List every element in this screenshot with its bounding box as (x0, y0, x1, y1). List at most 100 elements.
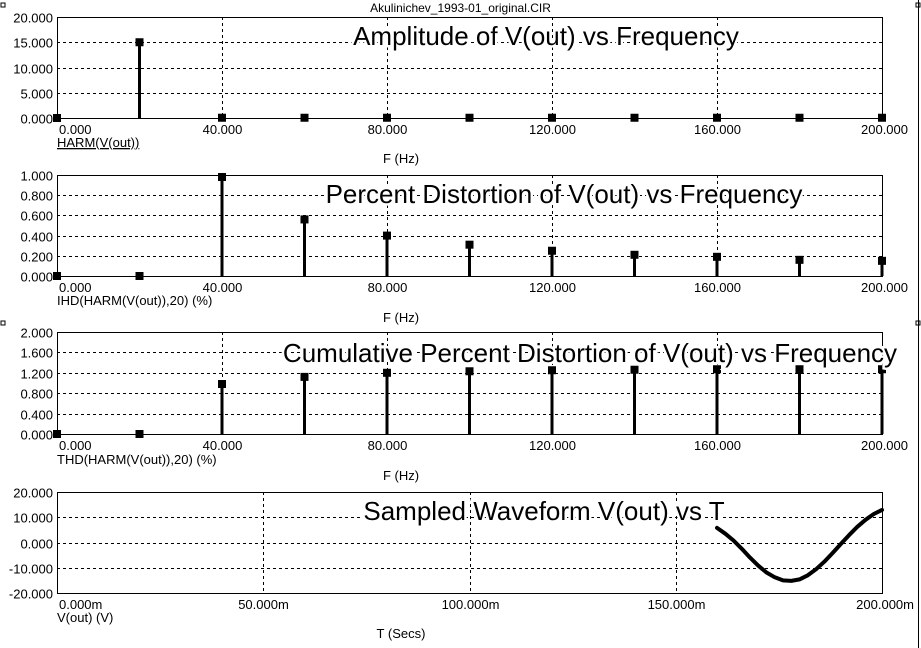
waveform-line (715, 507, 884, 583)
y-tick-label: 20.000 (13, 486, 53, 501)
y-tick-label: 0.000 (20, 270, 53, 285)
bar-marker (53, 430, 61, 438)
y-tick-label: 0.000 (20, 428, 53, 443)
x-tick-label: 0.000 (59, 280, 92, 295)
bar-marker (548, 113, 556, 122)
bar-marker (795, 255, 804, 264)
y-tick-label: 1.000 (20, 169, 53, 184)
bar-marker (135, 430, 144, 438)
chart-panel-3: 0.000 40.000 80.000 120.000 160.000 200.000 0.… (20, 326, 908, 484)
x-tick-label: 80.000 (368, 122, 408, 137)
bar-marker (795, 113, 804, 122)
bar-marker (465, 240, 474, 249)
bar-marker (713, 113, 721, 122)
y-tick-label: 10.000 (13, 511, 53, 526)
trace-label: V(out) (V) (57, 610, 113, 625)
resize-handle[interactable] (0, 2, 6, 8)
trace-label: THD(HARM(V(out)),20) (%) (57, 452, 217, 467)
bar-marker (53, 272, 61, 280)
resize-handle[interactable] (0, 320, 6, 326)
chart-title: Percent Distortion of V(out) vs Frequenc… (326, 179, 803, 209)
bar-marker (383, 368, 391, 377)
y-tick-label: 0.800 (20, 189, 53, 204)
trace-label: HARM(V(out)) (57, 135, 139, 150)
y-tick-label: 0.200 (20, 250, 53, 265)
x-tick-label: 200.000 (861, 438, 908, 453)
x-axis-label: F (Hz) (383, 468, 419, 483)
x-tick-label: 200.000m (856, 597, 914, 612)
bar-marker (53, 114, 61, 122)
x-tick-label: 160.000 (694, 122, 741, 137)
chart-title: Cumulative Percent Distortion of V(out) … (283, 338, 897, 368)
bar-marker (218, 380, 226, 389)
bar-marker (300, 215, 309, 224)
x-tick-label: 160.000 (694, 280, 741, 295)
x-tick-label: 0.000m (59, 597, 102, 612)
x-tick-label: 200.000 (861, 280, 908, 295)
y-tick-label: 0.800 (20, 387, 53, 402)
chart-title: Sampled Waveform V(out) vs T (363, 496, 724, 526)
y-tick-label: 0.000 (20, 537, 53, 552)
bar-marker (630, 365, 639, 374)
bar-marker (135, 38, 144, 47)
y-tick-label: -10.000 (9, 562, 53, 577)
bar-marker (878, 365, 886, 374)
x-axis-label: T (Secs) (377, 626, 426, 641)
y-tick-label: 15.000 (13, 36, 53, 51)
x-tick-label: 40.000 (203, 438, 243, 453)
x-tick-label: 160.000 (694, 438, 741, 453)
bar-marker (878, 256, 886, 265)
x-tick-label: 0.000 (59, 438, 92, 453)
bar-marker (713, 365, 721, 374)
x-tick-label: 100.000m (442, 597, 500, 612)
y-tick-label: 0.400 (20, 230, 53, 245)
x-tick-label: 80.000 (368, 280, 408, 295)
x-tick-label: 0.000 (59, 122, 92, 137)
y-tick-label: 1.200 (20, 367, 53, 382)
x-tick-label: 200.000 (861, 122, 908, 137)
bar-marker (465, 367, 474, 376)
y-tick-label: 0.600 (20, 209, 53, 224)
bar-marker (300, 372, 309, 381)
x-tick-label: 80.000 (368, 438, 408, 453)
bar-marker (878, 113, 886, 122)
y-tick-label: 0.000 (20, 112, 53, 127)
bar-marker (713, 252, 721, 261)
x-tick-label: 120.000 (529, 122, 576, 137)
x-axis-label: F (Hz) (383, 151, 419, 166)
y-tick-label: 20.000 (13, 11, 53, 26)
bar-marker (218, 173, 226, 182)
y-tick-label: 0.400 (20, 408, 53, 423)
x-tick-label: 40.000 (203, 122, 243, 137)
bar-marker (218, 113, 226, 122)
bar-marker (795, 365, 804, 374)
x-tick-label: 120.000 (529, 438, 576, 453)
bar-marker (548, 366, 556, 375)
window-title: Akulinichev_1993-01_original.CIR (370, 1, 551, 15)
chart-panel-1: 0.000 40.000 80.000 120.000 160.000 200.000 0.… (13, 11, 908, 167)
y-tick-label: 1.600 (20, 346, 53, 361)
x-tick-label: 50.000m (238, 597, 289, 612)
chart-title: Amplitude of V(out) vs Frequency (353, 21, 739, 51)
chart-panel-4: 0.000m 50.000m 100.000m 150.000m 200.000m -20… (9, 486, 914, 642)
bar-marker (383, 113, 391, 122)
chart-panel-2: 0.000 40.000 80.000 120.000 160.000 200.000 0.… (20, 169, 908, 326)
x-axis-label: F (Hz) (383, 310, 419, 325)
y-tick-label: 5.000 (20, 87, 53, 102)
bar-marker (383, 231, 391, 240)
y-tick-label: 10.000 (13, 62, 53, 77)
y-tick-label: -20.000 (9, 587, 53, 602)
trace-label: IHD(HARM(V(out)),20) (%) (57, 293, 212, 308)
x-tick-label: 150.000m (648, 597, 706, 612)
bar-marker (135, 272, 144, 280)
x-tick-label: 120.000 (529, 280, 576, 295)
bar-marker (630, 250, 639, 259)
bar-marker (465, 113, 474, 122)
bar-marker (630, 113, 639, 122)
plot-frame (57, 175, 883, 277)
x-tick-label: 40.000 (203, 280, 243, 295)
bar-marker (548, 246, 556, 255)
bar-marker (300, 113, 309, 122)
y-tick-label: 2.000 (20, 326, 53, 341)
